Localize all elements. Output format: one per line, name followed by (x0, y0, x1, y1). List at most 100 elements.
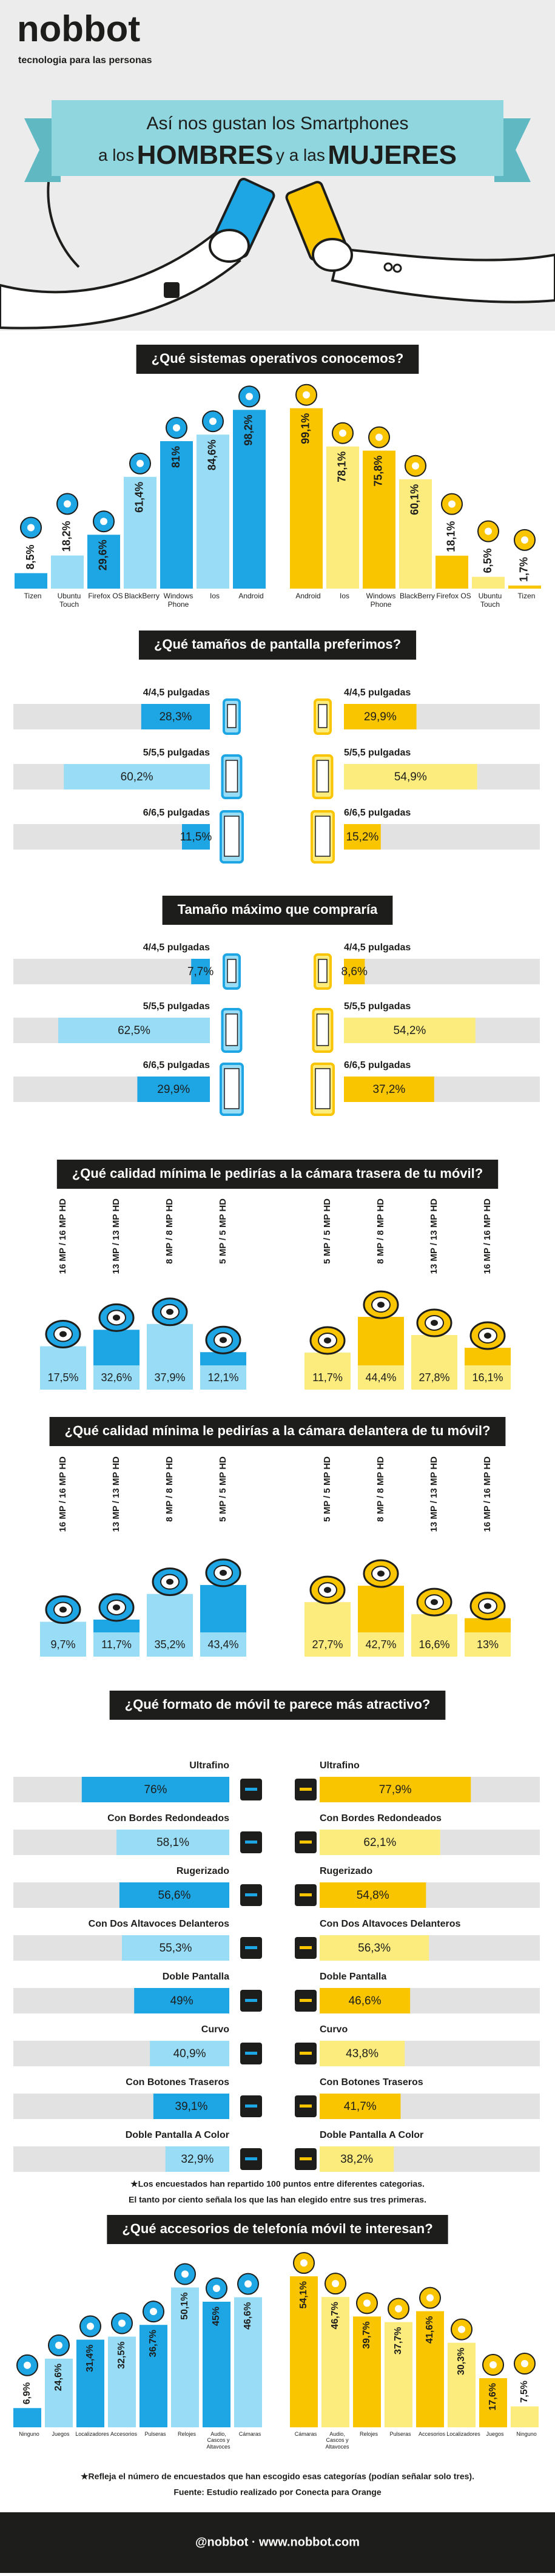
value-label: 43,8% (346, 2047, 378, 2060)
value-label: 31,4% (85, 2345, 95, 2372)
value-label: 7,7% (187, 965, 214, 978)
value-label: 37,9% (154, 1371, 185, 1384)
value-strip (358, 1365, 404, 1390)
icon-detail (64, 500, 71, 508)
value-label: 17,5% (47, 1371, 78, 1384)
value-label: 32,5% (116, 2342, 127, 2369)
logo: nobbot (17, 8, 140, 49)
format-icon-detail (300, 2157, 312, 2160)
bar (122, 1935, 229, 1961)
heading-box (136, 345, 419, 374)
category-label: Windows Phone (366, 592, 396, 609)
category-label-box: BlackBerry (124, 592, 160, 600)
bar (233, 410, 266, 589)
icon-detail (485, 527, 492, 535)
value-label: 16,6% (419, 1638, 449, 1651)
category-label-box: Relojes (178, 2431, 196, 2437)
value-strip (147, 1365, 193, 1390)
category-label: 6/6,5 pulgadas (143, 808, 210, 818)
icon-detail (426, 2294, 434, 2302)
hand (209, 229, 250, 263)
category-label-box: Ubuntu Touch (58, 592, 81, 609)
bar (511, 2406, 539, 2427)
value-strip (40, 1632, 86, 1657)
lens-detail (377, 1570, 385, 1577)
value-label: 50,1% (180, 2293, 190, 2320)
category-label: Accesorios (418, 2431, 445, 2437)
value-label: 11,7% (101, 1638, 132, 1651)
format-icon-detail (245, 1893, 257, 1896)
value-label: 17,6% (488, 2383, 498, 2410)
category-label: Doble Pantalla (163, 1972, 229, 1982)
category-label: 8 MP / 8 MP HD (164, 1456, 175, 1522)
icon-detail (24, 2361, 31, 2369)
bar (140, 2325, 167, 2427)
format-icon-detail (300, 1841, 312, 1844)
category-label: 5 MP / 5 MP HD (322, 1456, 332, 1522)
category-label: Ninguno (19, 2431, 39, 2437)
value-label: 40,9% (173, 2047, 206, 2060)
value-strip (93, 1632, 140, 1657)
bar (326, 446, 359, 589)
category-label: 16 MP / 16 MP HD (58, 1456, 68, 1532)
phone-screen (224, 816, 240, 857)
bar (416, 2311, 444, 2427)
category-label-box: Accesorios (110, 2431, 137, 2437)
banner-line: a los HOMBRES y a las MUJERES (98, 140, 457, 170)
category-label-box: Ubuntu Touch (478, 592, 502, 609)
category-label-box: Ninguno (19, 2431, 39, 2437)
value-label: 55,3% (160, 1942, 192, 1955)
value-label: 8,5% (24, 544, 36, 569)
bar (344, 1018, 476, 1043)
category-label: 8 MP / 8 MP HD (375, 1198, 386, 1264)
value-label: 18,1% (445, 521, 457, 552)
bar-track (13, 824, 210, 850)
bar (141, 704, 210, 729)
category-label: Juegos (52, 2431, 70, 2437)
value-label: 15,2% (346, 831, 378, 843)
value-strip (358, 1632, 404, 1657)
bar (353, 2316, 381, 2427)
bar (344, 1077, 434, 1102)
lens-detail (220, 1569, 227, 1576)
phone-screen (227, 704, 237, 728)
category-label: 13 MP / 13 MP HD (111, 1456, 121, 1532)
bar (320, 1830, 440, 1855)
section-title: ¿Qué accesorios de telefonía móvil te in… (122, 2221, 432, 2236)
category-label-box: Audio, Cascos y Altavoces (206, 2431, 230, 2450)
category-label: Tizen (517, 592, 536, 600)
format-icon-detail (245, 2104, 257, 2108)
bar (147, 1323, 193, 1365)
value-label: 76% (144, 1783, 167, 1796)
category-label-box: Audio, Cascos y Altavoces (325, 2431, 349, 2450)
arm (331, 247, 555, 303)
category-label-box: Localizadores (446, 2431, 480, 2437)
category-label-box: Juegos (52, 2431, 70, 2437)
icon-detail (55, 2341, 62, 2349)
format-icon-detail (300, 2052, 312, 2055)
category-label-box: Windows Phone (164, 592, 193, 609)
banner-women: MUJERES (328, 140, 457, 170)
value-label: 42,7% (365, 1638, 396, 1651)
category-label-box: Pulseras (144, 2431, 166, 2437)
bar (290, 2276, 318, 2427)
value-label: 46,6% (243, 2302, 253, 2330)
lens-detail (484, 1333, 491, 1339)
category-label: Ios (339, 592, 349, 600)
value-label: 58,1% (156, 1836, 189, 1849)
value-label: 11,5% (180, 831, 212, 843)
category-label: Con Dos Altavoces Delanteros (89, 1919, 229, 1929)
category-label: Ubuntu Touch (478, 592, 502, 609)
tagline: tecnologia para las personas (18, 55, 152, 66)
category-label: 13 MP / 13 MP HD (111, 1198, 121, 1274)
bar (465, 1348, 511, 1365)
value-strip (465, 1632, 511, 1657)
icon-detail (173, 424, 180, 431)
bar (411, 1334, 457, 1365)
icon-detail (395, 2305, 402, 2313)
bar-track (344, 959, 540, 984)
value-label: 6,5% (482, 548, 494, 573)
banner-line: Así nos gustan los Smartphones (147, 113, 409, 134)
value-label: 60,1% (409, 484, 421, 515)
